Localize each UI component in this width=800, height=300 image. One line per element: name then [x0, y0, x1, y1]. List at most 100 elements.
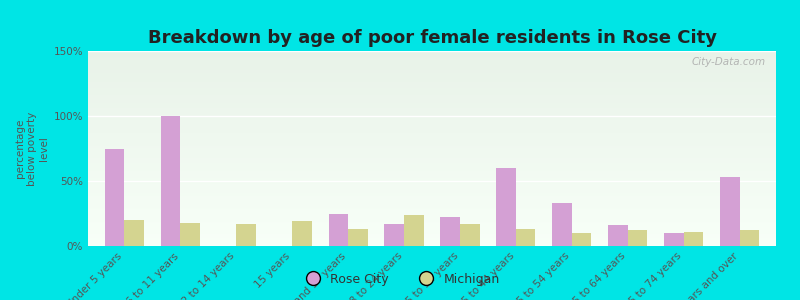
Bar [88, 211, 776, 212]
Bar [88, 235, 776, 236]
Bar [88, 137, 776, 138]
Bar [88, 56, 776, 57]
Bar [88, 177, 776, 178]
Bar [88, 61, 776, 62]
Bar [88, 150, 776, 152]
Bar [404, 215, 424, 246]
Bar [88, 59, 776, 60]
Bar [88, 64, 776, 66]
Bar [88, 169, 776, 170]
Bar [88, 206, 776, 207]
Bar [88, 173, 776, 174]
Bar [88, 144, 776, 145]
Bar [88, 171, 776, 172]
Bar [88, 224, 776, 226]
Bar [88, 158, 776, 159]
Bar [88, 188, 776, 190]
Bar [88, 66, 776, 67]
Bar [88, 84, 776, 85]
Bar [88, 112, 776, 113]
Bar [88, 159, 776, 160]
Bar [88, 157, 776, 158]
Bar [88, 181, 776, 182]
Bar [88, 92, 776, 93]
Bar [88, 98, 776, 99]
Bar [88, 107, 776, 109]
Bar [88, 96, 776, 97]
Bar [88, 149, 776, 150]
Bar [720, 177, 740, 246]
Bar [88, 86, 776, 87]
Bar [88, 197, 776, 198]
Bar [88, 103, 776, 105]
Bar [348, 229, 368, 246]
Bar [440, 218, 460, 246]
Bar [88, 165, 776, 166]
Bar [88, 227, 776, 229]
Bar [105, 148, 124, 246]
Bar [292, 221, 312, 246]
Bar [88, 146, 776, 148]
Bar [88, 176, 776, 177]
Bar [516, 229, 535, 246]
Bar [88, 202, 776, 203]
Bar [88, 82, 776, 83]
Bar [88, 198, 776, 199]
Bar [88, 122, 776, 123]
Bar [180, 223, 200, 246]
Bar [88, 196, 776, 197]
Bar [88, 135, 776, 136]
Bar [88, 166, 776, 167]
Bar [88, 223, 776, 224]
Bar [88, 230, 776, 231]
Bar [88, 74, 776, 75]
Bar [88, 145, 776, 146]
Bar [88, 216, 776, 217]
Bar [88, 91, 776, 92]
Bar [88, 75, 776, 76]
Bar [88, 111, 776, 112]
Bar [88, 199, 776, 200]
Bar [88, 60, 776, 61]
Bar [88, 245, 776, 246]
Bar [88, 229, 776, 230]
Bar [88, 167, 776, 168]
Title: Breakdown by age of poor female residents in Rose City: Breakdown by age of poor female resident… [147, 29, 717, 47]
Bar [88, 174, 776, 175]
Bar [88, 110, 776, 111]
Bar [88, 54, 776, 55]
Bar [88, 118, 776, 119]
Bar [88, 101, 776, 102]
Bar [88, 221, 776, 222]
Bar [88, 212, 776, 213]
Bar [88, 90, 776, 91]
Bar [88, 226, 776, 227]
Bar [88, 204, 776, 205]
Text: City-Data.com: City-Data.com [691, 57, 766, 67]
Bar [124, 220, 144, 246]
Bar [88, 163, 776, 164]
Bar [88, 148, 776, 149]
Bar [88, 191, 776, 192]
Bar [88, 132, 776, 133]
Bar [88, 99, 776, 100]
Bar [88, 126, 776, 127]
Bar [88, 140, 776, 141]
Bar [88, 77, 776, 78]
Bar [88, 208, 776, 209]
Bar [88, 81, 776, 82]
Bar [88, 123, 776, 124]
Bar [740, 230, 759, 246]
Bar [88, 57, 776, 58]
Bar [88, 63, 776, 64]
Bar [88, 193, 776, 194]
Bar [88, 178, 776, 179]
Bar [88, 236, 776, 237]
Bar [88, 205, 776, 206]
Bar [88, 58, 776, 59]
Bar [88, 53, 776, 54]
Bar [88, 95, 776, 96]
Bar [329, 214, 348, 246]
Bar [88, 67, 776, 68]
Bar [88, 85, 776, 86]
